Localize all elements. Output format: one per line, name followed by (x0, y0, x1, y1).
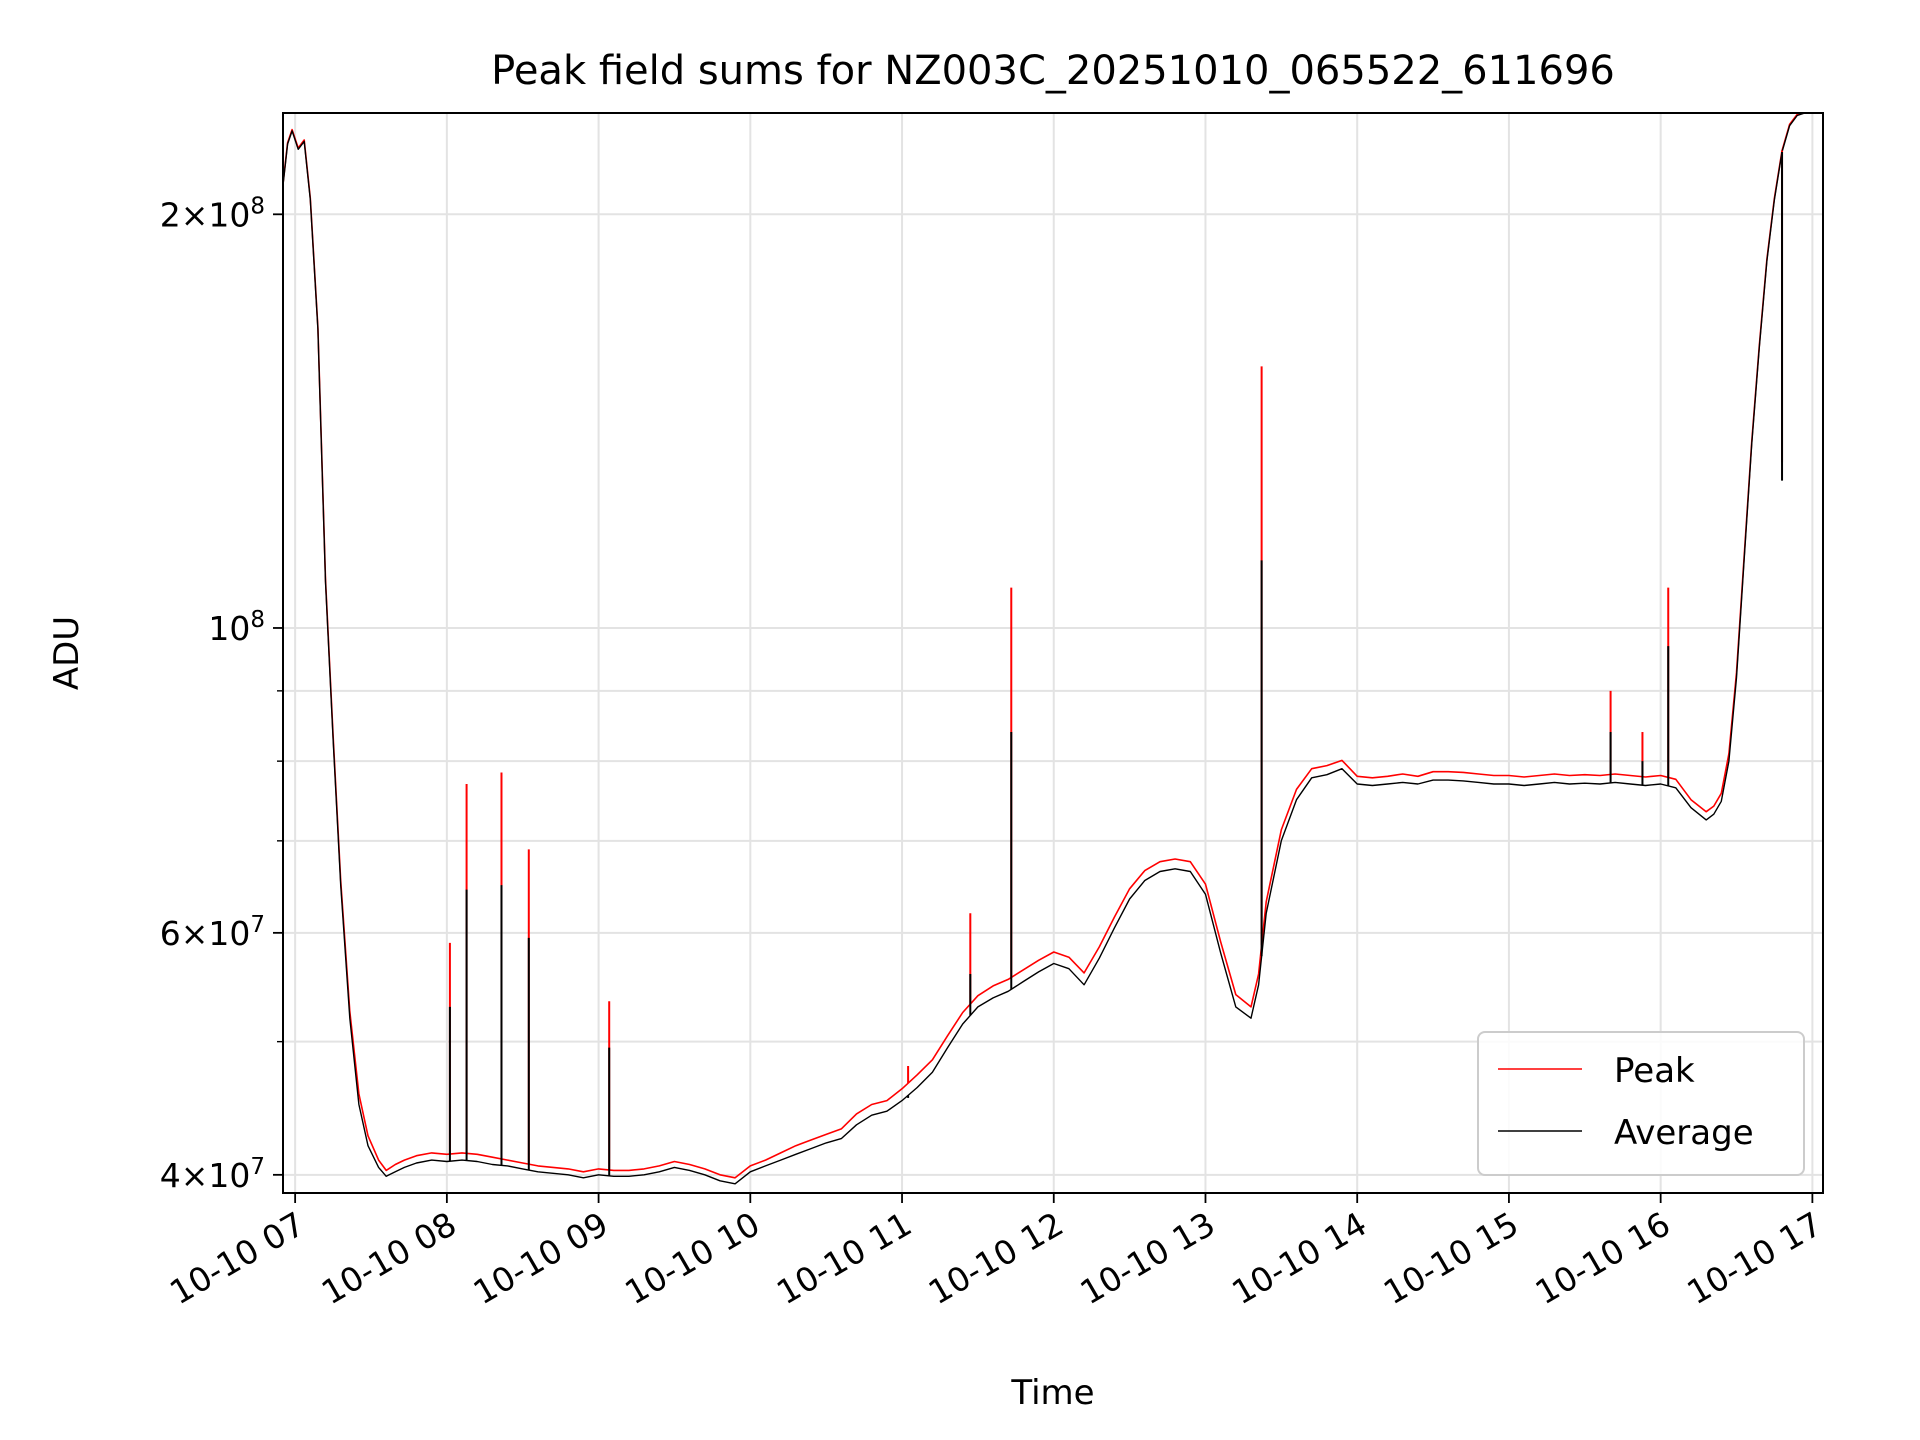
y-tick-label-mantissa: 6 (160, 914, 181, 953)
series-line-peak (282, 112, 1823, 1179)
y-tick-label-times: × (181, 1156, 209, 1195)
y-tick-label-base: 10 (208, 914, 250, 953)
chart-title: Peak field sums for NZ003C_20251010_0655… (491, 48, 1615, 94)
x-axis-label: Time (1010, 1373, 1094, 1413)
y-tick-label-exp: 8 (250, 607, 265, 633)
y-tick-label-base: 10 (208, 1156, 250, 1195)
series-line-average (282, 112, 1823, 1185)
y-axis-label: ADU (47, 616, 87, 690)
legend-average-label: Average (1614, 1113, 1754, 1153)
y-tick-label-mantissa: 4 (160, 1156, 181, 1195)
y-tick-label: 6×107 (160, 912, 265, 953)
spike-layer (448, 150, 1784, 1176)
y-tick-label-exp: 8 (250, 193, 265, 219)
y-tick-label: 4×107 (160, 1154, 265, 1195)
y-tick-label: 108 (208, 607, 265, 648)
y-tick-label-mantissa: 2 (160, 195, 181, 234)
plot-area (282, 112, 1824, 1194)
series-layer (282, 112, 1823, 1185)
y-tick-label-exp: 7 (250, 912, 265, 938)
y-tick-label-exp: 7 (250, 1154, 265, 1180)
legend-peak-label: Peak (1614, 1051, 1695, 1091)
y-tick-label-base: 10 (208, 195, 250, 234)
legend-box (1477, 1031, 1805, 1176)
y-tick-label: 2×108 (160, 193, 265, 234)
y-tick-label-times: × (181, 914, 209, 953)
y-tick-label-times: × (181, 195, 209, 234)
y-tick-label-base: 10 (208, 609, 250, 648)
legend: Peak Average (1477, 1031, 1805, 1176)
